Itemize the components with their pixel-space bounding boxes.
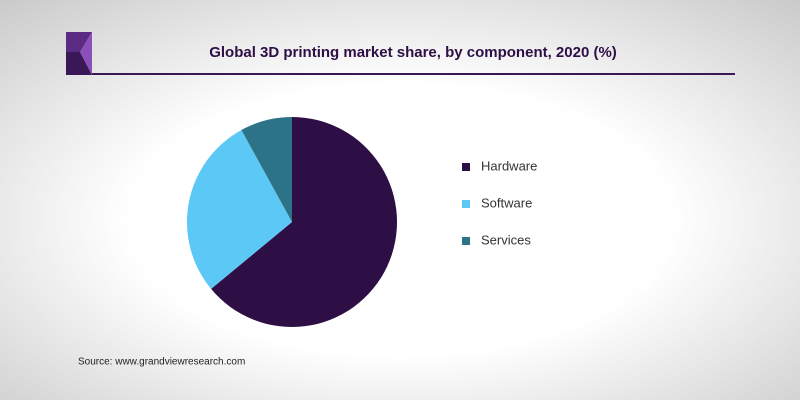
legend-swatch — [462, 237, 470, 245]
legend-label: Services — [481, 232, 531, 247]
legend-swatch — [462, 163, 470, 171]
pie-slice — [211, 117, 398, 328]
chart-title: Global 3D printing market share, by comp… — [209, 44, 617, 61]
legend-label: Software — [481, 195, 532, 210]
legend-label: Hardware — [481, 158, 537, 173]
legend-swatch — [462, 200, 470, 208]
pie-slice — [241, 117, 292, 222]
source-note: Source: www.grandviewresearch.com — [78, 357, 245, 368]
pie-slice — [187, 129, 292, 289]
logo — [66, 32, 92, 75]
